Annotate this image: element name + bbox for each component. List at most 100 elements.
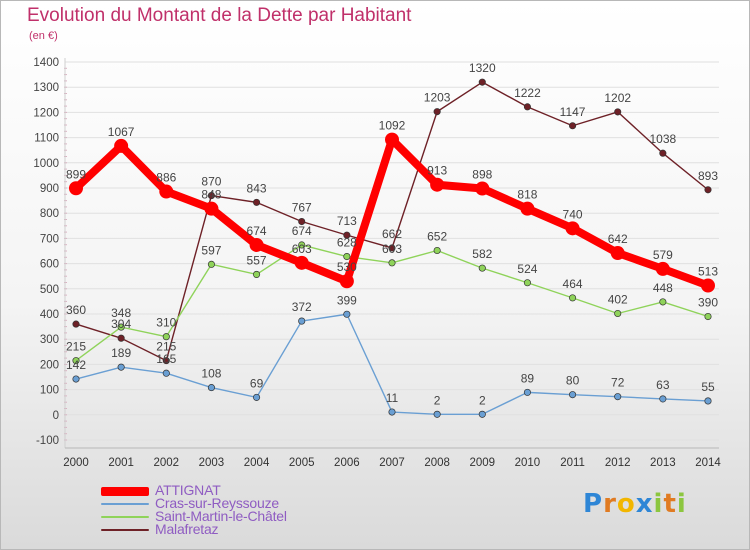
y-tick-label: 400: [40, 309, 59, 321]
y-tick-label: 100: [40, 385, 59, 397]
data-label: 310: [156, 316, 176, 330]
x-tick-label: 2008: [424, 457, 450, 469]
data-label: 2: [434, 393, 441, 407]
data-label: 348: [111, 306, 131, 320]
data-label: 448: [653, 281, 673, 295]
data-label: 674: [247, 224, 267, 238]
data-point-cras-sur-reyssouze: [614, 393, 622, 401]
data-label: 767: [292, 201, 312, 215]
x-tick-label: 2003: [199, 457, 225, 469]
data-label: 628: [337, 236, 357, 250]
data-label: 1067: [108, 125, 135, 139]
data-label: 108: [201, 367, 221, 381]
data-label: 1222: [514, 86, 541, 100]
data-point-cras-sur-reyssouze: [388, 408, 396, 416]
data-point-malafretaz: [343, 231, 351, 239]
data-label: 80: [566, 374, 580, 388]
data-label: 524: [517, 262, 537, 276]
data-label: 513: [698, 265, 718, 279]
data-point-malafretaz: [72, 320, 80, 328]
y-tick-label: 1100: [34, 133, 59, 145]
data-point-cras-sur-reyssouze: [433, 410, 441, 418]
data-point-attignat: [69, 181, 83, 196]
x-tick-label: 2014: [695, 457, 721, 469]
data-point-saint-martin-le-chatel: [117, 323, 125, 331]
y-tick-label: 200: [40, 359, 59, 371]
x-tick-label: 2012: [605, 457, 631, 469]
data-point-cras-sur-reyssouze: [117, 363, 125, 371]
data-point-attignat: [565, 221, 580, 236]
y-tick-label: 300: [40, 334, 59, 346]
data-label: 69: [250, 376, 264, 390]
data-label: 63: [656, 378, 670, 392]
unit-label: (en €): [29, 30, 58, 42]
data-point-saint-martin-le-chatel: [478, 264, 486, 272]
data-point-malafretaz: [704, 186, 712, 194]
data-label: 662: [382, 227, 402, 241]
data-label: 597: [201, 243, 221, 257]
data-point-cras-sur-reyssouze: [659, 395, 667, 403]
data-point-malafretaz: [478, 78, 486, 86]
data-label: 215: [156, 340, 176, 354]
x-tick-label: 2000: [63, 457, 89, 469]
data-label: 603: [292, 242, 312, 256]
data-point-malafretaz: [433, 108, 441, 116]
data-point-attignat: [475, 181, 490, 196]
data-label: 713: [337, 214, 357, 228]
x-tick-label: 2007: [379, 457, 405, 469]
chart-title: Evolution du Montant de la Dette par Hab…: [27, 5, 412, 26]
legend-swatch: [101, 486, 149, 496]
data-label: 899: [66, 167, 86, 181]
data-point-malafretaz: [523, 103, 531, 111]
y-tick-label: -100: [36, 435, 59, 447]
data-point-attignat: [204, 201, 219, 216]
data-point-malafretaz: [388, 244, 396, 252]
data-point-malafretaz: [298, 217, 306, 226]
y-tick-label: 700: [40, 233, 59, 245]
data-label: 886: [156, 171, 176, 185]
data-point-cras-sur-reyssouze: [72, 375, 80, 383]
data-point-saint-martin-le-chatel: [207, 260, 215, 268]
legend-swatch: [101, 503, 149, 505]
data-point-saint-martin-le-chatel: [343, 252, 351, 261]
data-point-malafretaz: [207, 192, 215, 200]
data-label: 1092: [379, 119, 406, 133]
y-tick-label: 500: [40, 284, 59, 296]
data-label: 11: [386, 391, 399, 405]
data-label: 402: [608, 292, 628, 306]
x-tick-label: 2001: [108, 457, 134, 469]
data-point-saint-martin-le-chatel: [704, 312, 712, 321]
data-point-attignat: [701, 278, 715, 293]
data-label: 582: [472, 247, 492, 261]
data-point-malafretaz: [659, 149, 667, 157]
data-point-attignat: [159, 184, 174, 199]
legend-label: Cras-sur-Reyssouze: [155, 495, 279, 511]
data-point-attignat: [655, 261, 670, 276]
data-point-cras-sur-reyssouze: [478, 410, 486, 418]
data-point-saint-martin-le-chatel: [72, 357, 80, 365]
y-tick-label: 0: [53, 410, 59, 422]
data-point-attignat: [294, 255, 309, 270]
data-point-cras-sur-reyssouze: [298, 317, 306, 325]
x-tick-label: 2010: [515, 457, 541, 469]
legend-label: Saint-Martin-le-Châtel: [155, 508, 287, 524]
data-point-saint-martin-le-chatel: [614, 309, 622, 318]
data-label: 652: [427, 229, 447, 243]
y-tick-label: 900: [40, 183, 59, 195]
data-point-cras-sur-reyssouze: [523, 388, 531, 396]
legend-swatch: [101, 516, 149, 518]
y-tick-label: 1400: [33, 57, 59, 69]
data-point-cras-sur-reyssouze: [162, 369, 170, 377]
x-tick-label: 2006: [334, 457, 360, 469]
y-tick-label: 800: [40, 208, 59, 220]
data-point-saint-martin-le-chatel: [388, 259, 396, 267]
data-point-malafretaz: [569, 122, 577, 130]
data-point-saint-martin-le-chatel: [298, 241, 306, 249]
proxiti-logo: Proxiti: [583, 489, 687, 519]
data-point-cras-sur-reyssouze: [343, 310, 351, 318]
data-label: 304: [111, 317, 131, 331]
data-label: 898: [472, 168, 492, 182]
data-point-malafretaz: [162, 357, 170, 365]
data-label: 1038: [650, 132, 677, 146]
